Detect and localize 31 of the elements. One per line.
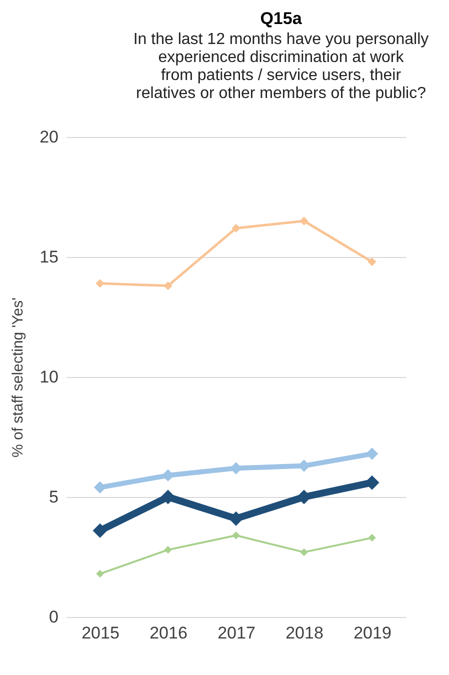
x-tick-label: 2019: [354, 624, 392, 642]
point: [228, 511, 244, 526]
y-tick-label: 5: [49, 488, 58, 506]
point: [300, 216, 308, 226]
y-tick-label: 0: [49, 608, 58, 626]
y-tick-label: 15: [40, 248, 58, 266]
point: [368, 534, 376, 542]
point: [96, 570, 104, 578]
point: [232, 224, 240, 233]
y-tick-label: 20: [40, 128, 58, 146]
x-tick-label: 2017: [218, 624, 256, 642]
text: experienced discrimination at work: [158, 49, 404, 66]
x-tick-label: 2015: [82, 624, 120, 642]
x-tick-label: 2018: [286, 624, 324, 642]
point: [296, 490, 312, 504]
point: [92, 523, 108, 538]
point: [368, 257, 376, 266]
point: [164, 546, 172, 554]
text: In the last 12 months have you personally: [133, 31, 429, 48]
point: [232, 532, 240, 540]
point: [96, 279, 104, 288]
y-tick-label: 10: [40, 368, 58, 386]
point: [300, 548, 308, 556]
y-axis-title: % of staff selecting 'Yes': [10, 297, 27, 458]
point: [160, 490, 176, 504]
x-tick-label: 2016: [150, 624, 188, 642]
point: [164, 281, 172, 290]
point: [366, 448, 378, 460]
chart-title: Q15a: [260, 9, 302, 28]
text: relatives or other members of the public?: [136, 85, 426, 102]
text: from patients / service users, their: [160, 67, 402, 84]
